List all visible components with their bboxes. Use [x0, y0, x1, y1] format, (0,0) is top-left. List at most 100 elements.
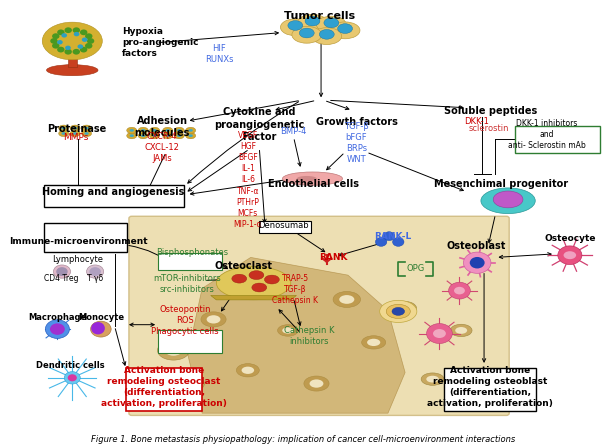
Ellipse shape: [397, 305, 411, 312]
Text: Osteoclast: Osteoclast: [215, 261, 273, 271]
Ellipse shape: [288, 20, 303, 30]
Ellipse shape: [339, 295, 355, 304]
Text: Proteinase: Proteinase: [47, 124, 106, 134]
Text: RANK-L: RANK-L: [374, 232, 411, 241]
Text: Osteopontin
ROS
Phagocytic cells: Osteopontin ROS Phagocytic cells: [151, 305, 219, 336]
Ellipse shape: [59, 125, 68, 131]
Ellipse shape: [292, 26, 322, 43]
Ellipse shape: [64, 372, 80, 384]
Ellipse shape: [455, 327, 467, 334]
Ellipse shape: [333, 292, 361, 307]
Ellipse shape: [150, 127, 159, 134]
Text: BMP-4: BMP-4: [281, 127, 307, 136]
Polygon shape: [68, 54, 77, 67]
FancyBboxPatch shape: [158, 329, 222, 353]
Ellipse shape: [70, 125, 80, 131]
Text: Hypoxia
pro-angiogenic
factors: Hypoxia pro-angiogenic factors: [122, 27, 199, 58]
Text: Endothelial cells: Endothelial cells: [268, 179, 359, 190]
Text: Tumor cells: Tumor cells: [284, 11, 355, 21]
Ellipse shape: [362, 336, 385, 349]
Ellipse shape: [304, 376, 329, 391]
FancyBboxPatch shape: [44, 185, 184, 206]
FancyBboxPatch shape: [259, 221, 311, 233]
Ellipse shape: [391, 301, 416, 315]
Ellipse shape: [421, 373, 444, 385]
Ellipse shape: [312, 28, 342, 44]
Ellipse shape: [426, 376, 439, 383]
Ellipse shape: [87, 265, 104, 278]
Text: Lymphocyte: Lymphocyte: [53, 255, 104, 264]
Text: TRAP-5
TGF-β
Cathepsin K: TRAP-5 TGF-β Cathepsin K: [272, 274, 318, 305]
Ellipse shape: [127, 127, 137, 134]
Text: Adhesion
molecules: Adhesion molecules: [135, 115, 190, 138]
Ellipse shape: [386, 304, 410, 318]
Text: Homing and angiogenesis: Homing and angiogenesis: [42, 187, 185, 197]
Ellipse shape: [236, 364, 259, 377]
Ellipse shape: [310, 380, 324, 388]
Text: RANK: RANK: [319, 253, 348, 262]
Ellipse shape: [242, 367, 254, 374]
Ellipse shape: [52, 43, 59, 49]
Ellipse shape: [380, 300, 417, 322]
Text: T γδ: T γδ: [87, 274, 103, 283]
Ellipse shape: [393, 238, 404, 246]
Ellipse shape: [454, 287, 465, 294]
Ellipse shape: [153, 135, 157, 137]
Text: VEGF
HGF
BFGF
IL-1
IL-6
TNF-α
PTHrP
MCFs
MIP-1-α: VEGF HGF BFGF IL-1 IL-6 TNF-α PTHrP MCFs…: [233, 131, 262, 229]
Ellipse shape: [45, 320, 70, 338]
Text: Macrophage: Macrophage: [28, 313, 87, 321]
Ellipse shape: [52, 33, 59, 39]
Text: Dendritic cells: Dendritic cells: [36, 361, 105, 370]
Ellipse shape: [138, 127, 148, 134]
Ellipse shape: [65, 46, 71, 50]
Ellipse shape: [73, 28, 80, 33]
Text: Activation bone
remodeling osteoclast
(differentiation,
activation, proliferatio: Activation bone remodeling osteoclast (d…: [101, 365, 227, 408]
Ellipse shape: [59, 131, 68, 137]
Ellipse shape: [130, 129, 134, 132]
Ellipse shape: [62, 132, 66, 135]
Text: CD4 Treg: CD4 Treg: [44, 274, 78, 283]
Ellipse shape: [57, 47, 65, 52]
Ellipse shape: [232, 274, 247, 283]
Ellipse shape: [150, 133, 159, 139]
Ellipse shape: [188, 129, 193, 132]
Ellipse shape: [185, 133, 196, 139]
Ellipse shape: [90, 321, 111, 337]
Text: Figure 1. Bone metastasis physiopathology: implication of cancer cell-microenvir: Figure 1. Bone metastasis physiopatholog…: [91, 435, 515, 444]
Ellipse shape: [330, 22, 360, 39]
FancyBboxPatch shape: [158, 253, 222, 270]
Ellipse shape: [282, 172, 342, 185]
FancyBboxPatch shape: [444, 368, 536, 412]
Ellipse shape: [216, 266, 291, 300]
Ellipse shape: [56, 267, 68, 276]
FancyBboxPatch shape: [44, 223, 127, 252]
Ellipse shape: [448, 282, 470, 299]
Ellipse shape: [177, 375, 204, 392]
Ellipse shape: [87, 38, 95, 44]
Ellipse shape: [64, 49, 72, 55]
FancyBboxPatch shape: [515, 126, 599, 153]
Ellipse shape: [433, 329, 446, 338]
Text: Mesenchimal progenitor: Mesenchimal progenitor: [434, 179, 568, 190]
Ellipse shape: [319, 29, 335, 39]
Ellipse shape: [62, 127, 66, 130]
Ellipse shape: [464, 252, 491, 274]
Text: Cathepsin K
inhibitors: Cathepsin K inhibitors: [284, 326, 335, 346]
Text: Denosumab: Denosumab: [259, 221, 309, 230]
Ellipse shape: [80, 47, 87, 52]
Ellipse shape: [73, 127, 78, 130]
Text: OPG: OPG: [406, 264, 425, 273]
Ellipse shape: [165, 345, 182, 356]
Ellipse shape: [305, 16, 320, 26]
Ellipse shape: [70, 131, 80, 137]
Ellipse shape: [427, 324, 452, 344]
Ellipse shape: [481, 188, 535, 214]
Ellipse shape: [82, 131, 92, 137]
Ellipse shape: [73, 132, 78, 135]
Ellipse shape: [61, 33, 67, 38]
Ellipse shape: [50, 323, 65, 335]
Ellipse shape: [85, 33, 93, 39]
Ellipse shape: [564, 251, 576, 259]
Ellipse shape: [252, 283, 267, 292]
Text: Osteocyte: Osteocyte: [544, 234, 596, 243]
